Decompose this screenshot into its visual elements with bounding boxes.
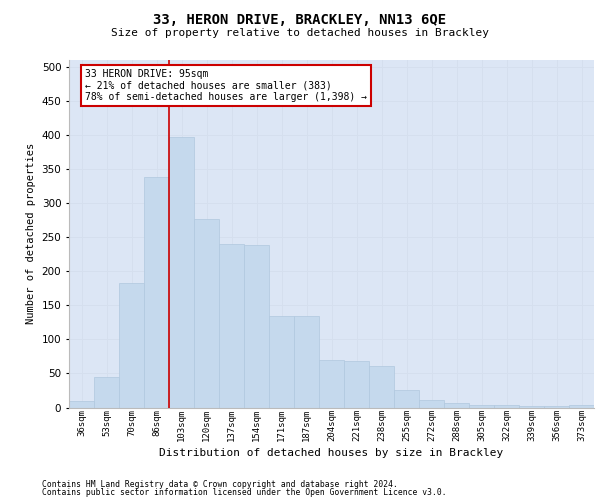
Text: Contains HM Land Registry data © Crown copyright and database right 2024.: Contains HM Land Registry data © Crown c… xyxy=(42,480,398,489)
Bar xyxy=(469,405,494,407)
Bar xyxy=(219,244,244,408)
Bar xyxy=(69,402,94,407)
Bar xyxy=(119,283,144,408)
Bar xyxy=(419,400,444,407)
Bar xyxy=(94,377,119,408)
X-axis label: Distribution of detached houses by size in Brackley: Distribution of detached houses by size … xyxy=(160,448,503,458)
Bar xyxy=(394,390,419,407)
Bar xyxy=(244,246,269,408)
Bar xyxy=(519,406,544,407)
Bar xyxy=(344,361,369,408)
Bar xyxy=(144,177,169,408)
Bar xyxy=(294,316,319,408)
Bar xyxy=(369,366,394,408)
Text: 33, HERON DRIVE, BRACKLEY, NN13 6QE: 33, HERON DRIVE, BRACKLEY, NN13 6QE xyxy=(154,12,446,26)
Bar xyxy=(544,406,569,407)
Bar xyxy=(269,316,294,408)
Text: 33 HERON DRIVE: 95sqm
← 21% of detached houses are smaller (383)
78% of semi-det: 33 HERON DRIVE: 95sqm ← 21% of detached … xyxy=(85,69,367,102)
Y-axis label: Number of detached properties: Number of detached properties xyxy=(26,143,36,324)
Bar xyxy=(319,360,344,408)
Text: Size of property relative to detached houses in Brackley: Size of property relative to detached ho… xyxy=(111,28,489,38)
Text: Contains public sector information licensed under the Open Government Licence v3: Contains public sector information licen… xyxy=(42,488,446,497)
Bar xyxy=(194,219,219,408)
Bar xyxy=(444,402,469,407)
Bar xyxy=(569,405,594,407)
Bar xyxy=(169,137,194,407)
Bar xyxy=(494,405,519,407)
